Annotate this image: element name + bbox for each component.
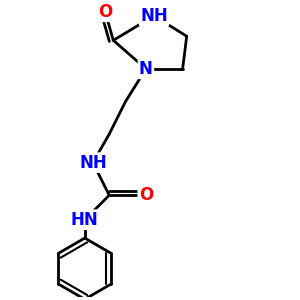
Text: O: O (139, 186, 153, 204)
Text: NH: NH (79, 154, 107, 172)
Text: HN: HN (71, 211, 99, 229)
Text: NH: NH (140, 7, 168, 25)
Text: O: O (98, 3, 112, 21)
Text: N: N (139, 60, 153, 78)
